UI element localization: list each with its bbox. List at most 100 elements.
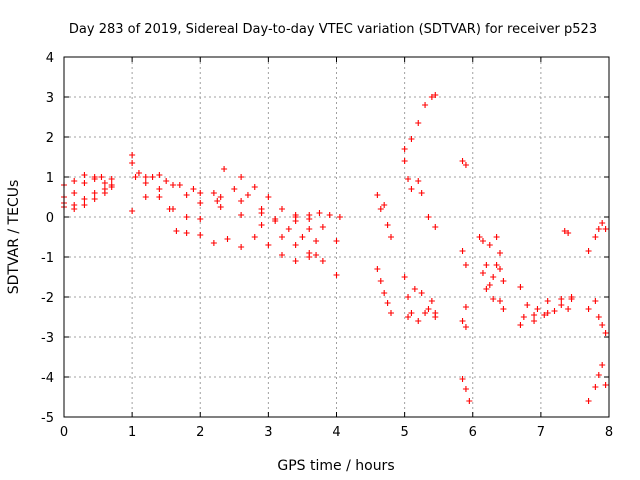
data-point bbox=[425, 214, 432, 220]
series-arc-n bbox=[292, 210, 343, 220]
series-arc-m bbox=[217, 204, 340, 278]
data-point bbox=[558, 302, 565, 308]
data-point bbox=[401, 274, 408, 280]
data-point bbox=[500, 306, 507, 312]
series-arc-ac bbox=[517, 284, 575, 312]
data-point bbox=[265, 242, 272, 248]
data-point bbox=[231, 186, 238, 192]
series-arc-af bbox=[585, 220, 609, 254]
data-point bbox=[384, 222, 391, 228]
data-point bbox=[292, 258, 299, 264]
series-arc-ab bbox=[517, 296, 575, 328]
series-arc-b bbox=[61, 174, 115, 206]
data-point bbox=[462, 324, 469, 330]
series-arc-c bbox=[61, 182, 115, 208]
data-point bbox=[374, 192, 381, 198]
data-point bbox=[602, 330, 609, 336]
series-arc-aa bbox=[483, 262, 503, 302]
data-point bbox=[418, 290, 425, 296]
data-point bbox=[129, 208, 136, 214]
data-point bbox=[384, 300, 391, 306]
data-point bbox=[238, 198, 245, 204]
data-point bbox=[251, 234, 258, 240]
data-point bbox=[585, 306, 592, 312]
data-point bbox=[388, 234, 394, 240]
data-point bbox=[388, 310, 394, 316]
grid bbox=[64, 57, 609, 417]
x-tick-label: 5 bbox=[400, 425, 408, 440]
data-point bbox=[101, 180, 108, 186]
series-arc-g bbox=[129, 186, 204, 222]
data-point bbox=[108, 176, 115, 182]
data-point bbox=[551, 308, 558, 314]
data-point bbox=[595, 372, 602, 378]
data-point bbox=[428, 94, 435, 100]
data-point bbox=[190, 186, 197, 192]
data-point bbox=[217, 204, 224, 210]
data-point bbox=[214, 198, 221, 204]
data-point bbox=[595, 226, 602, 232]
x-tick-label: 8 bbox=[605, 425, 613, 440]
data-point bbox=[592, 384, 599, 390]
data-point bbox=[279, 234, 285, 240]
data-point bbox=[238, 174, 245, 180]
data-point bbox=[183, 230, 190, 236]
data-point bbox=[405, 314, 412, 320]
data-point bbox=[316, 210, 323, 216]
data-point bbox=[156, 194, 163, 200]
data-point bbox=[544, 298, 551, 304]
x-tick-label: 7 bbox=[537, 425, 545, 440]
data-point bbox=[486, 242, 493, 248]
data-point bbox=[244, 192, 251, 198]
data-point bbox=[432, 92, 439, 98]
y-tick-label: -5 bbox=[41, 411, 54, 426]
data-point bbox=[422, 102, 429, 108]
data-point bbox=[524, 302, 531, 308]
data-point bbox=[585, 248, 592, 254]
data-point bbox=[217, 194, 224, 200]
data-point bbox=[531, 318, 538, 324]
data-point bbox=[483, 262, 490, 268]
data-point bbox=[156, 186, 163, 192]
series-arc-l bbox=[217, 194, 340, 244]
data-point bbox=[561, 228, 568, 234]
data-point bbox=[166, 206, 173, 212]
series-arc-j bbox=[214, 186, 320, 244]
data-point bbox=[462, 262, 469, 268]
data-point bbox=[319, 224, 326, 230]
data-point bbox=[599, 362, 606, 368]
data-point bbox=[258, 222, 265, 228]
data-point bbox=[595, 314, 602, 320]
data-point bbox=[238, 212, 245, 218]
y-tick-label: 2 bbox=[46, 131, 54, 146]
data-point bbox=[602, 226, 609, 232]
data-point bbox=[210, 240, 217, 246]
data-point bbox=[568, 294, 575, 300]
data-point bbox=[129, 160, 136, 166]
data-point bbox=[381, 290, 388, 296]
series-arc-ag bbox=[585, 298, 609, 336]
data-point bbox=[285, 226, 292, 232]
data-point bbox=[197, 232, 204, 238]
data-point bbox=[135, 170, 142, 176]
y-tick-label: -4 bbox=[41, 371, 54, 386]
series-arc-z bbox=[479, 234, 507, 284]
x-axis-label: GPS time / hours bbox=[277, 458, 394, 474]
data-point bbox=[486, 282, 493, 288]
data-point bbox=[313, 238, 320, 244]
data-point bbox=[91, 190, 98, 196]
data-point bbox=[585, 398, 592, 404]
data-point bbox=[565, 230, 572, 236]
x-tick-label: 1 bbox=[128, 425, 136, 440]
data-point bbox=[408, 136, 415, 142]
data-point bbox=[415, 178, 422, 184]
data-point bbox=[279, 252, 285, 258]
data-point bbox=[81, 196, 88, 202]
series-arc-t bbox=[405, 286, 439, 320]
data-point bbox=[292, 242, 299, 248]
x-tick-label: 2 bbox=[196, 425, 204, 440]
data-point bbox=[183, 192, 190, 198]
data-point bbox=[401, 158, 408, 164]
data-point bbox=[428, 298, 435, 304]
